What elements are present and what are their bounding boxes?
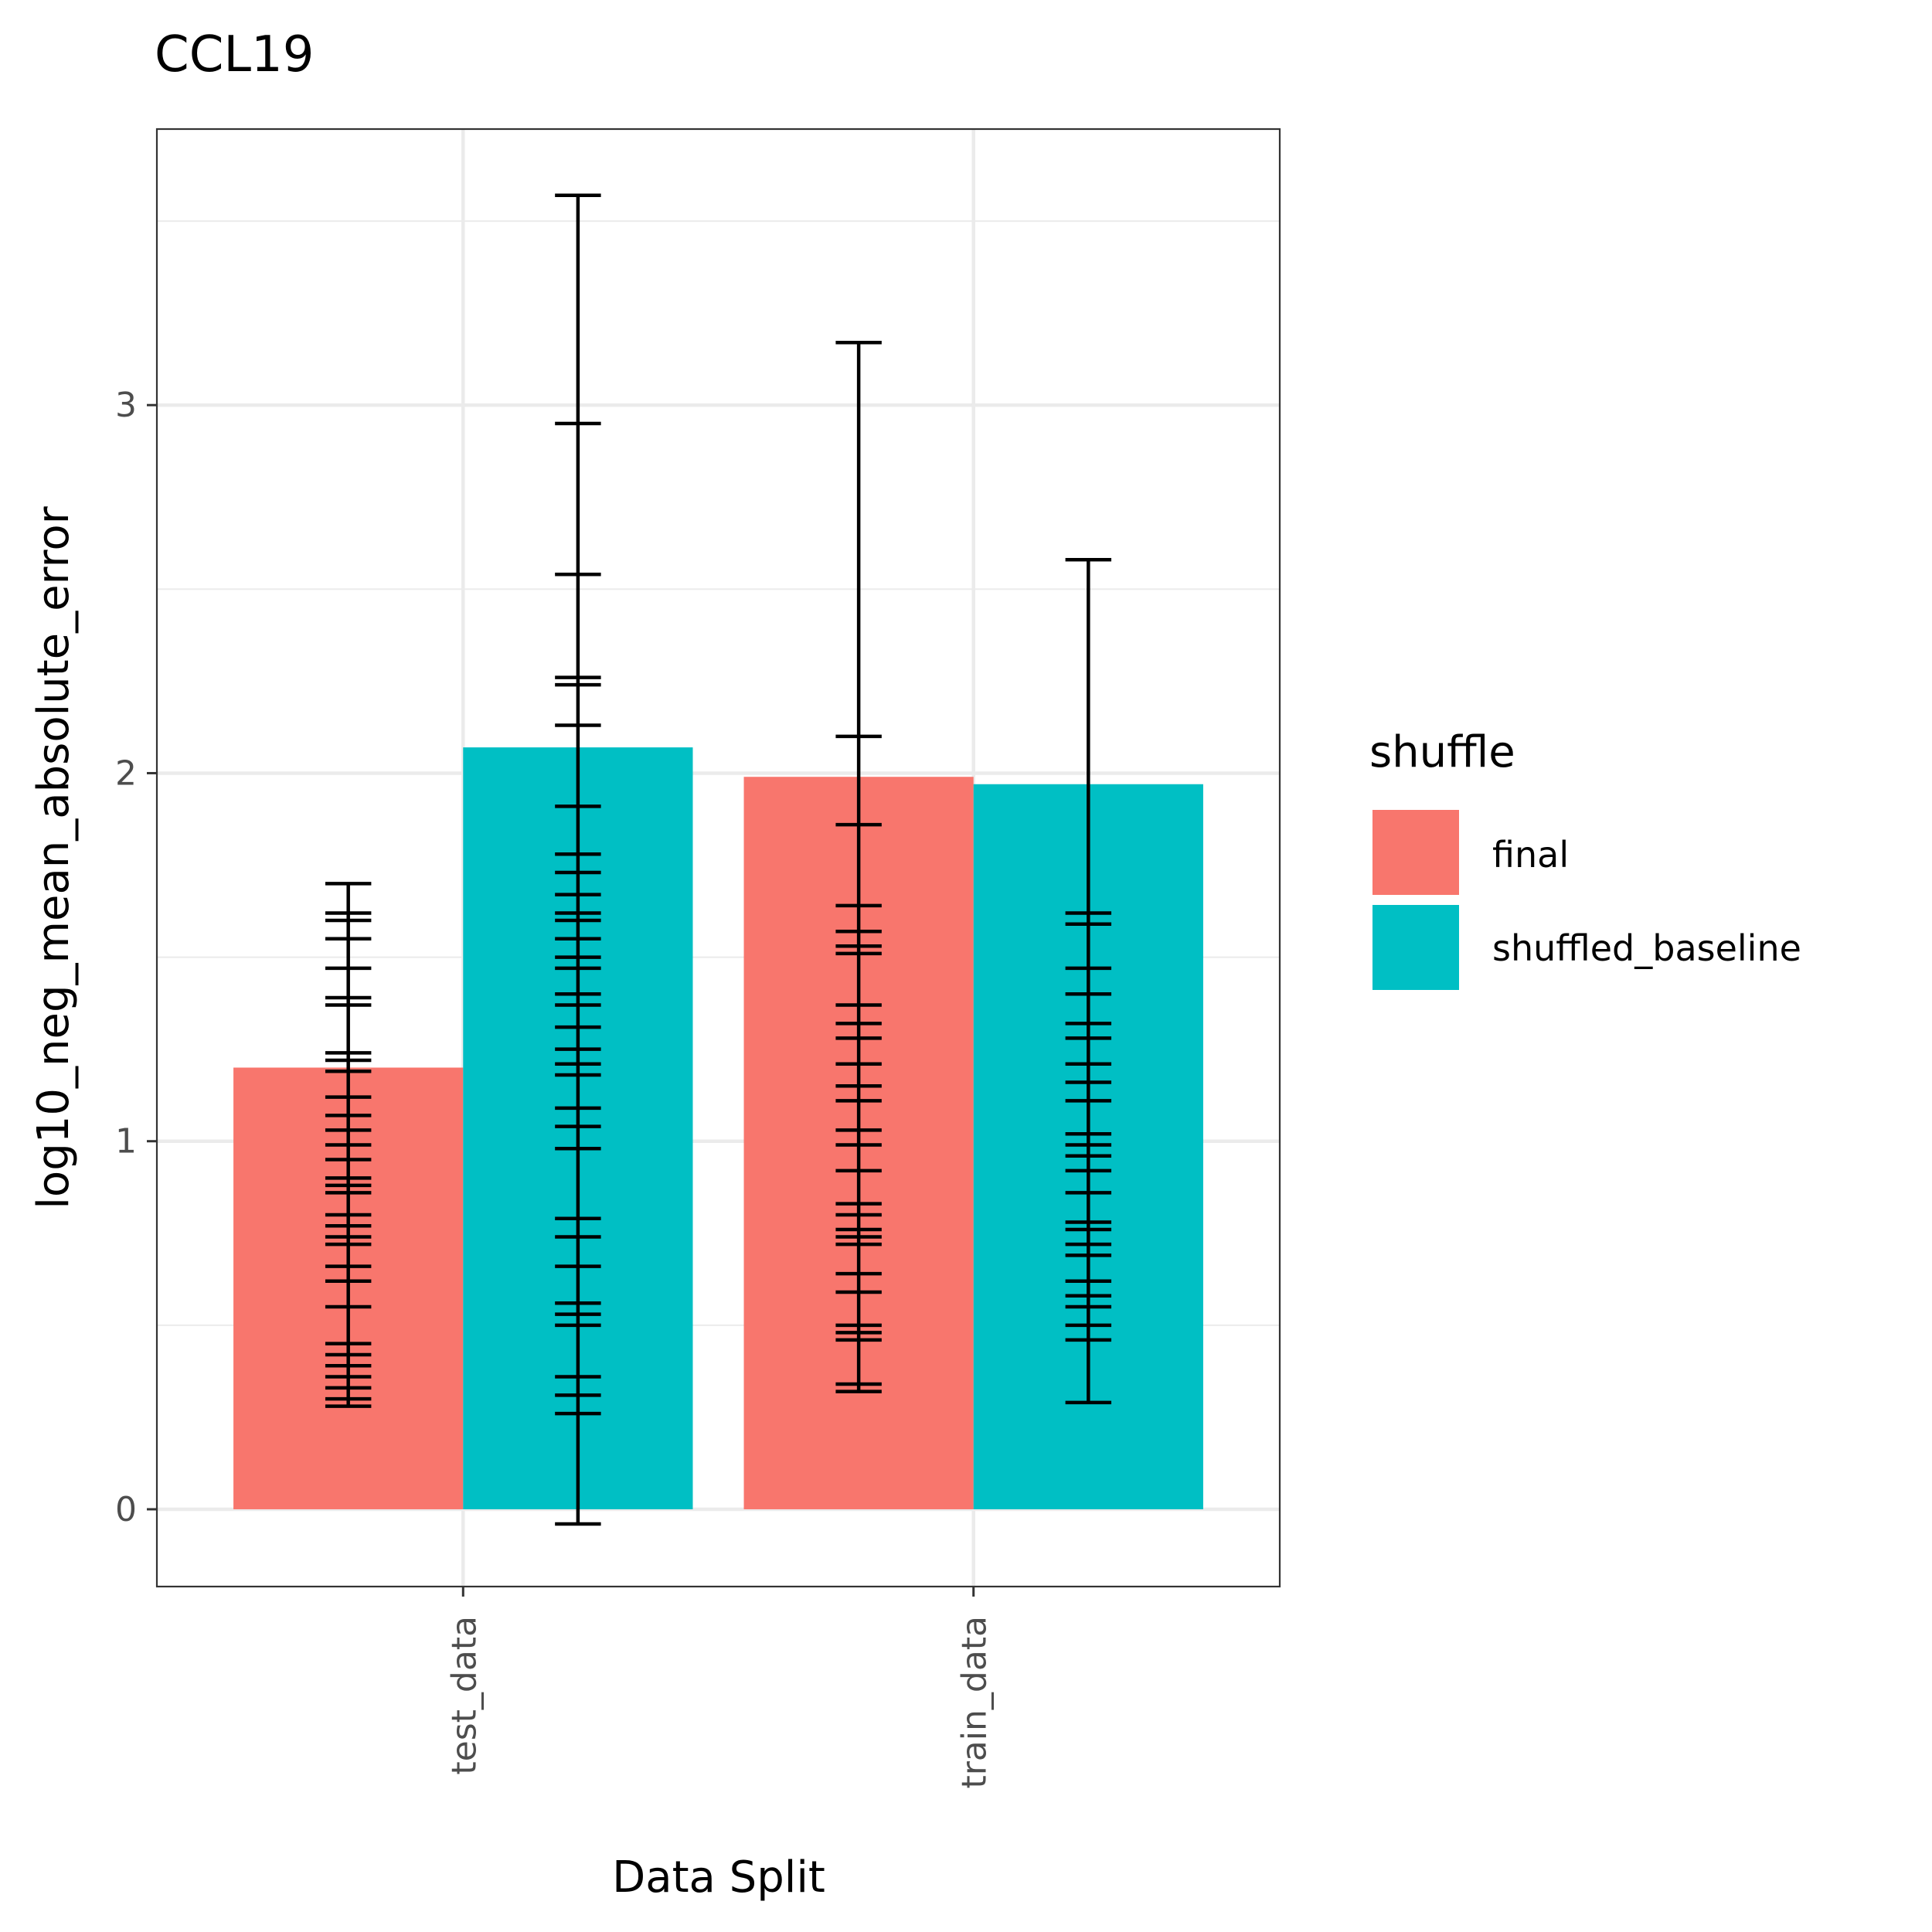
y-tick-label: 1 <box>115 1122 137 1162</box>
plot-panel-border <box>155 128 1281 1588</box>
x-tick-label: train_data <box>955 1616 995 1789</box>
error-bars <box>325 193 1112 1526</box>
x-axis-title: Data Split <box>612 1852 825 1903</box>
legend-title: shuffle <box>1369 727 1515 777</box>
y-tick-label: 0 <box>115 1490 137 1529</box>
y-tick-label: 3 <box>115 386 137 425</box>
bars <box>233 747 1203 1509</box>
legend-key-final <box>1372 810 1459 895</box>
x-tick-label: test_data <box>444 1616 484 1775</box>
legend-label-final: final <box>1492 834 1569 876</box>
y-axis-title: log10_neg_mean_absolute_error <box>29 505 79 1209</box>
y-axis: 0 1 2 3 <box>115 386 157 1529</box>
y-tick-label: 2 <box>115 753 137 793</box>
chart-title: CCL19 <box>155 26 314 83</box>
legend-key-shuffled-baseline <box>1372 905 1459 990</box>
legend: shuffle final shuffled_baseline <box>1369 727 1801 990</box>
legend-label-shuffled-baseline: shuffled_baseline <box>1492 927 1801 969</box>
x-axis: test_data train_data <box>444 1587 995 1789</box>
